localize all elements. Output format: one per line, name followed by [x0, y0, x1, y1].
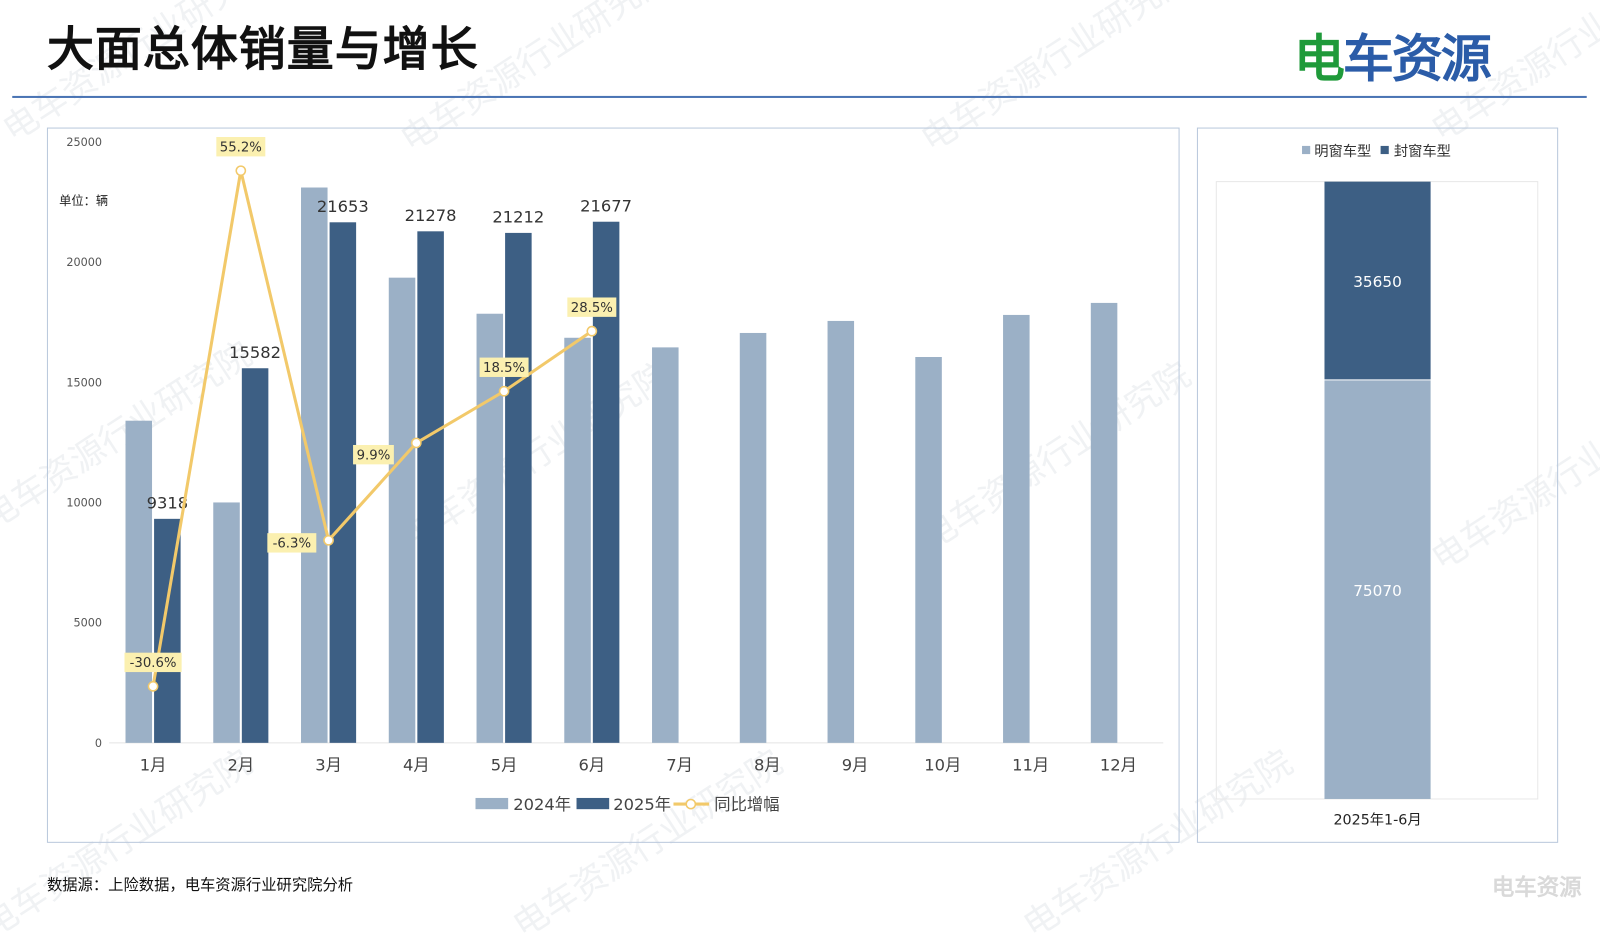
- growth-label-bg: [479, 357, 529, 377]
- growth-point: [235, 165, 247, 177]
- bar-2025: [329, 222, 357, 743]
- bar-2025: [505, 232, 532, 743]
- stack-segment-closed-window: [1324, 181, 1431, 380]
- growth-label: 28.5%: [571, 301, 613, 316]
- legend-label-2025: 2025年: [613, 795, 671, 814]
- x-tick-label: 7月: [666, 755, 693, 774]
- bar-value-label: 21212: [492, 208, 544, 227]
- side-category-label: 2025年1-6月: [1333, 811, 1421, 828]
- growth-point: [498, 385, 510, 397]
- x-tick-label: 11月: [1012, 755, 1049, 774]
- header-divider: [12, 95, 1587, 98]
- bar-2024: [652, 347, 679, 743]
- y-tick-label: 15000: [66, 376, 102, 389]
- legend-swatch-2025: [576, 797, 610, 810]
- growth-point: [147, 680, 159, 692]
- x-tick-label: 3月: [315, 755, 342, 774]
- growth-label-bg: [353, 444, 394, 465]
- bar-2024: [476, 313, 504, 743]
- bar-2025: [417, 231, 444, 743]
- growth-line: [151, 170, 593, 687]
- stack-value-closed-window: 35650: [1353, 273, 1402, 291]
- growth-label: -30.6%: [130, 656, 177, 671]
- x-tick-label: 9月: [842, 755, 869, 774]
- bar-value-label: 9318: [147, 494, 189, 513]
- bar-2024: [739, 332, 767, 743]
- bar-2024: [1003, 314, 1030, 743]
- y-tick-label: 20000: [66, 256, 102, 269]
- growth-label-bg: [124, 652, 182, 673]
- growth-label: -6.3%: [273, 536, 311, 551]
- x-tick-label: 4月: [403, 755, 430, 774]
- x-tick-label: 12月: [1100, 755, 1137, 774]
- y-tick-label: 25000: [66, 136, 102, 149]
- legend-label-growth: 同比增幅: [714, 795, 779, 814]
- bar-value-label: 21653: [317, 197, 369, 216]
- growth-label-bg: [567, 297, 617, 317]
- growth-label-bg: [216, 137, 266, 157]
- y-tick-label: 10000: [66, 497, 102, 510]
- legend-marker-growth: [685, 798, 697, 810]
- x-tick-label: 1月: [140, 755, 167, 774]
- legend-swatch-open-window: [1302, 145, 1311, 155]
- growth-point: [586, 325, 598, 337]
- bar-2025: [241, 368, 269, 743]
- bar-2024: [827, 320, 855, 743]
- x-tick-label: 6月: [578, 755, 605, 774]
- legend-label-2024: 2024年: [513, 795, 571, 814]
- legend-label-closed-window: 封窗车型: [1394, 142, 1451, 160]
- page-title: 大面总体销量与增长: [46, 21, 479, 77]
- brand-logo: 电车资源: [1293, 29, 1492, 89]
- growth-label-bg: [267, 533, 317, 553]
- legend-swatch-2024: [475, 797, 509, 810]
- legend-swatch-closed-window: [1380, 145, 1389, 155]
- x-tick-label: 8月: [754, 755, 781, 774]
- x-tick-label: 10月: [924, 755, 961, 774]
- growth-label: 55.2%: [220, 140, 262, 155]
- data-source-note: 数据源：上险数据，电车资源行业研究院分析: [46, 875, 354, 894]
- corner-logo: 电车资源: [1491, 875, 1582, 902]
- bar-2024: [564, 337, 591, 743]
- growth-point: [410, 437, 422, 449]
- y-tick-label: 5000: [73, 617, 102, 630]
- unit-label: 单位：辆: [59, 193, 108, 208]
- x-tick-label: 2月: [227, 755, 254, 774]
- bar-2024: [125, 420, 153, 743]
- bar-2024: [1090, 302, 1118, 743]
- bar-value-label: 21677: [580, 197, 632, 216]
- bar-value-label: 21278: [405, 206, 457, 225]
- growth-point: [323, 534, 334, 546]
- bar-2024: [915, 356, 942, 743]
- x-tick-label: 5月: [491, 755, 518, 774]
- stack-segment-open-window: [1324, 380, 1431, 799]
- bar-2024: [213, 502, 240, 743]
- sales-chart: 0 5000 10000 15000 20000 25000 单位：辆 9318 15582…: [59, 136, 1539, 828]
- stack-value-open-window: 75070: [1353, 582, 1402, 600]
- growth-label: 9.9%: [357, 448, 391, 463]
- main-chart-panel: [46, 127, 1180, 843]
- legend-label-open-window: 明窗车型: [1314, 142, 1371, 160]
- bar-value-label: 15582: [229, 343, 281, 362]
- bar-2024: [388, 277, 416, 743]
- bar-2024: [301, 187, 328, 743]
- y-tick-label: 0: [95, 737, 102, 750]
- growth-label: 18.5%: [483, 361, 525, 376]
- side-chart-panel: [1196, 127, 1559, 843]
